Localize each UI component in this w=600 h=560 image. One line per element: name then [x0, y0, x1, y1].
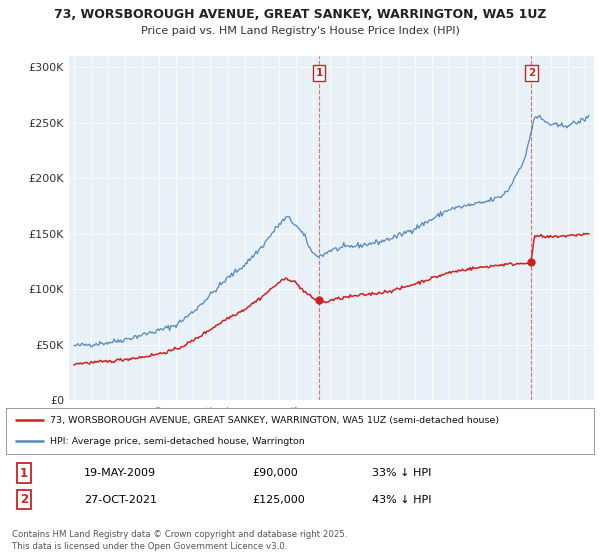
Text: Contains HM Land Registry data © Crown copyright and database right 2025.
This d: Contains HM Land Registry data © Crown c…	[12, 530, 347, 551]
Text: 73, WORSBOROUGH AVENUE, GREAT SANKEY, WARRINGTON, WA5 1UZ (semi-detached house): 73, WORSBOROUGH AVENUE, GREAT SANKEY, WA…	[50, 416, 499, 424]
Text: 1: 1	[20, 466, 28, 480]
Text: 2: 2	[528, 68, 535, 78]
Text: £125,000: £125,000	[252, 494, 305, 505]
Text: 73, WORSBOROUGH AVENUE, GREAT SANKEY, WARRINGTON, WA5 1UZ: 73, WORSBOROUGH AVENUE, GREAT SANKEY, WA…	[54, 8, 546, 21]
Text: 43% ↓ HPI: 43% ↓ HPI	[372, 494, 431, 505]
Text: 2: 2	[20, 493, 28, 506]
Text: 27-OCT-2021: 27-OCT-2021	[84, 494, 157, 505]
Text: 1: 1	[316, 68, 323, 78]
Text: Price paid vs. HM Land Registry's House Price Index (HPI): Price paid vs. HM Land Registry's House …	[140, 26, 460, 36]
Text: 19-MAY-2009: 19-MAY-2009	[84, 468, 156, 478]
Text: HPI: Average price, semi-detached house, Warrington: HPI: Average price, semi-detached house,…	[50, 437, 305, 446]
Text: £90,000: £90,000	[252, 468, 298, 478]
Text: 33% ↓ HPI: 33% ↓ HPI	[372, 468, 431, 478]
